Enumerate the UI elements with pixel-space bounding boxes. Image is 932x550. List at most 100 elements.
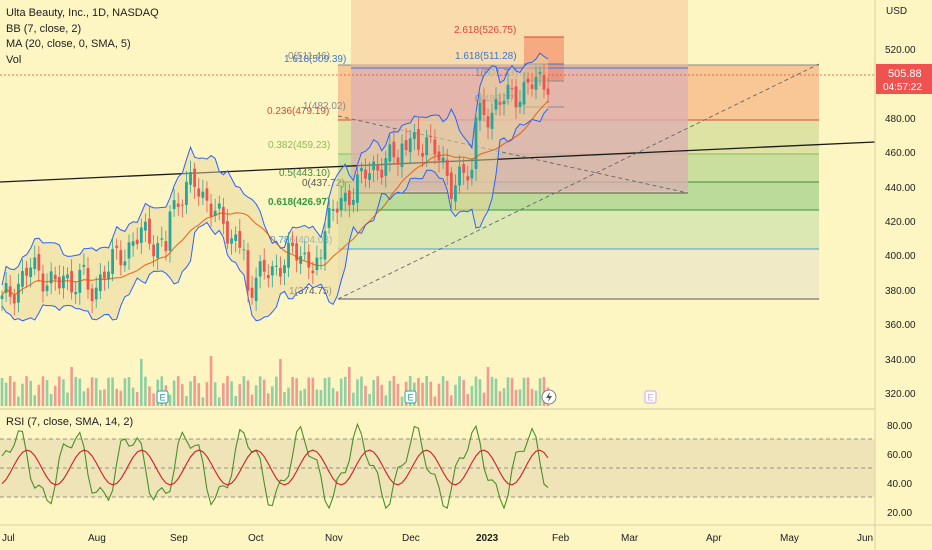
svg-text:460.00: 460.00	[885, 148, 916, 159]
volume-bar	[185, 395, 188, 406]
candle-body	[250, 287, 254, 298]
rsi-indicator-label[interactable]: RSI (7, close, SMA, 14, 2)	[6, 416, 134, 428]
candle-body	[526, 78, 530, 83]
volume-bar	[222, 383, 225, 406]
earnings-badges[interactable]: E E E	[156, 389, 657, 405]
volume-bar	[470, 385, 474, 406]
volume-bar	[266, 393, 270, 406]
candle-body	[518, 101, 522, 108]
volume-bar	[29, 380, 32, 406]
volume-bar	[445, 380, 449, 406]
candle-body	[327, 207, 331, 228]
rsi-axis[interactable]: 80.00 60.00 40.00 20.00	[887, 421, 912, 519]
volume-bar	[303, 388, 307, 406]
svg-text:Jul: Jul	[2, 533, 15, 544]
candle-body	[230, 238, 233, 244]
svg-text:340.00: 340.00	[885, 355, 916, 366]
candle-body	[217, 203, 221, 209]
volume-bar	[197, 383, 201, 406]
chart-legend[interactable]: Ulta Beauty, Inc., 1D, NASDAQ BB (7, clo…	[6, 6, 159, 68]
volume-bar	[189, 381, 192, 406]
volume-bar	[400, 396, 404, 406]
candle-body	[542, 75, 546, 90]
volume-bar	[193, 376, 196, 406]
candle-body	[33, 257, 37, 269]
candle-body	[0, 295, 4, 299]
volume-bar	[335, 391, 339, 406]
candle-body	[376, 164, 380, 171]
candle-body	[506, 84, 510, 100]
volume-bar	[494, 378, 498, 406]
volume-bar	[131, 387, 135, 406]
symbol-title[interactable]: Ulta Beauty, Inc., 1D, NASDAQ	[6, 7, 159, 19]
candle-body	[254, 277, 258, 302]
volume-bar	[275, 376, 278, 406]
candle-body	[62, 275, 65, 289]
candle-body	[470, 169, 474, 179]
svg-text:480.00: 480.00	[885, 114, 916, 125]
candle-body	[144, 221, 147, 231]
svg-text:May: May	[780, 533, 799, 544]
candle-body	[238, 231, 242, 248]
svg-text:Mar: Mar	[621, 533, 639, 544]
candle-body	[21, 271, 24, 287]
bb-indicator-label[interactable]: BB (7, close, 2)	[6, 22, 82, 35]
candle-body	[180, 204, 184, 206]
volume-bar	[506, 377, 510, 406]
candle-body	[478, 102, 482, 121]
volume-bar	[291, 377, 294, 406]
volume-bar	[33, 395, 37, 406]
volume-bar	[78, 378, 82, 406]
svg-text:380.00: 380.00	[885, 286, 916, 297]
candle-body	[262, 259, 266, 272]
time-axis[interactable]: Jul Aug Sep Oct Nov Dec 2023 Feb Mar Apr…	[2, 533, 873, 544]
volume-bar	[144, 376, 147, 406]
volume-bar	[526, 377, 530, 406]
volume-bar	[271, 386, 274, 406]
candle-body	[380, 169, 384, 178]
candle-body	[189, 171, 192, 185]
svg-text:420.00: 420.00	[885, 217, 916, 228]
ma-indicator-label[interactable]: MA (20, close, 0, SMA, 5)	[6, 38, 131, 50]
volume-bar	[538, 378, 542, 406]
candle-body	[266, 275, 270, 279]
volume-bar	[86, 388, 90, 406]
volume-bar	[437, 383, 441, 406]
volume-bar	[514, 390, 518, 406]
candle-body	[287, 242, 290, 268]
candle-body	[25, 267, 28, 276]
candle-body	[412, 132, 416, 139]
volume-bar	[176, 376, 180, 406]
candle-body	[66, 274, 69, 279]
earnings-badge-dec: E	[408, 393, 414, 403]
volume-bar	[356, 379, 359, 406]
volume-bar	[12, 381, 16, 406]
volume-bar	[295, 378, 298, 406]
price-axis[interactable]: USD 520.00 480.00 460.00 440.00 420.00 4…	[876, 6, 932, 400]
candle-body	[339, 198, 343, 211]
volume-bar	[238, 384, 242, 406]
volume-bar	[279, 358, 282, 406]
candle-body	[429, 135, 433, 137]
candle-body	[510, 88, 514, 90]
candle-body	[160, 238, 164, 240]
currency-label: USD	[886, 6, 907, 17]
vol-indicator-label[interactable]: Vol	[6, 53, 22, 66]
candle-body	[74, 291, 78, 295]
volume-bar	[70, 366, 73, 406]
candle-body	[152, 244, 155, 257]
volume-bar	[123, 378, 127, 406]
candle-body	[234, 234, 238, 241]
svg-text:320.00: 320.00	[885, 389, 916, 400]
candle-body	[148, 218, 151, 244]
candle-body	[127, 242, 131, 259]
moving-average-line	[1, 100, 549, 296]
candle-body	[538, 71, 542, 74]
candle-body	[392, 141, 396, 158]
volume-bar	[530, 388, 534, 406]
volume-bar	[522, 377, 526, 406]
candle-body	[201, 191, 205, 198]
candle-body	[360, 167, 363, 172]
volume-bar	[62, 379, 65, 406]
